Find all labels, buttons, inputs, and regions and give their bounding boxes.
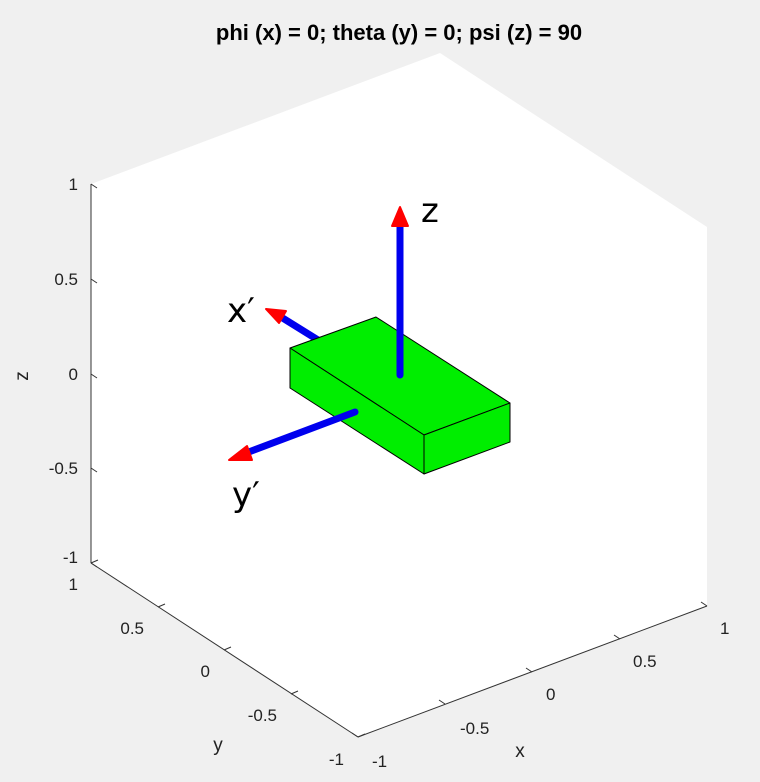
box-right-face: [423, 402, 511, 475]
y-tick-label: 0.5: [120, 619, 144, 638]
x-tick-label: 1: [720, 619, 729, 638]
z-tick-label: 1: [69, 175, 78, 194]
y-tick-label: -0.5: [248, 706, 277, 725]
z-vector-label: z: [421, 191, 439, 231]
tick-marks: [90, 183, 708, 738]
z-tick-label: 0: [69, 365, 78, 384]
x-tick-label: 0.5: [633, 652, 657, 671]
z-tick-label: -0.5: [49, 459, 78, 478]
x-tick-label: 0: [546, 685, 555, 704]
arrowhead-icon: [391, 206, 409, 227]
x-prime-vector: [265, 308, 322, 344]
z-axis-label: z: [12, 371, 33, 381]
y-tick-label: 0: [201, 662, 210, 681]
y-tick-label: 1: [69, 575, 78, 594]
x-axis-line: [357, 605, 708, 738]
arrowhead-icon: [228, 445, 253, 461]
x-tick-label: -1: [372, 752, 387, 771]
z-vector: [391, 206, 409, 379]
x-prime-vector-label: x′: [227, 291, 255, 331]
y-tick-label: -1: [329, 750, 344, 769]
z-tick-label: -1: [63, 548, 78, 567]
arrowhead-icon: [265, 308, 287, 324]
figure-title: phi (x) = 0; theta (y) = 0; psi (z) = 90: [216, 20, 582, 45]
y-prime-vector-label: y′: [232, 475, 260, 515]
y-axis-label: y: [213, 735, 223, 756]
z-tick-label: 0.5: [54, 270, 78, 289]
y-prime-vector: [228, 408, 359, 461]
x-tick-label: -0.5: [460, 719, 489, 738]
x-axis-label: x: [515, 741, 525, 762]
